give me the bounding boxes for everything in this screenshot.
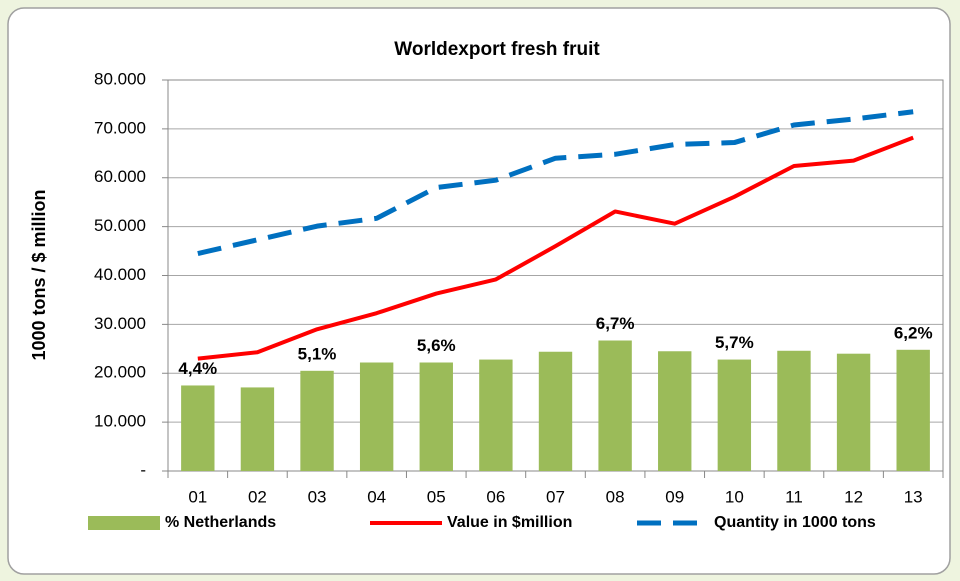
y-tick-label: 60.000 [94,167,146,186]
x-tick-label: 02 [248,487,267,506]
bar [836,353,871,471]
annotation: 4,4% [178,359,217,378]
bar [777,350,811,471]
legend-label: Value in $million [447,514,572,531]
annotation: 6,2% [894,323,933,342]
x-tick-label: 11 [785,487,803,506]
x-tick-label: 04 [367,487,386,506]
chart-title: Worldexport fresh fruit [394,39,600,60]
bar [359,362,394,471]
x-tick-label: 05 [427,487,446,506]
x-tick-label: 12 [844,487,863,506]
y-tick-label: 20.000 [94,363,146,382]
annotation: 5,6% [417,336,456,355]
bar [181,385,215,471]
annotation: 6,7% [596,314,635,333]
y-tick-label: - [140,460,146,479]
x-tick-label: 08 [606,487,625,506]
x-tick-label: 06 [486,487,505,506]
bar [479,359,513,471]
chart-panel [7,7,951,575]
bar [300,370,334,471]
bar [658,351,692,471]
bar [538,351,573,471]
x-tick-label: 13 [904,487,923,506]
x-tick-label: 09 [665,487,684,506]
bar [717,359,752,471]
annotation: 5,1% [298,344,337,363]
y-tick-label: 80.000 [94,69,146,88]
bar [419,362,453,471]
line-series [197,135,914,361]
y-tick-label: 10.000 [94,412,146,431]
annotation: 5,7% [715,333,754,352]
line-series [197,109,914,256]
x-tick-label: 01 [188,487,207,506]
x-tick-label: 10 [725,487,744,506]
x-tick-label: 03 [308,487,327,506]
bar [896,349,930,471]
legend-swatch [88,516,160,530]
y-tick-label: 70.000 [94,118,146,137]
bar [240,387,275,471]
x-tick-label: 07 [546,487,565,506]
legend-label: % Netherlands [165,514,276,531]
y-tick-label: 30.000 [94,314,146,333]
y-axis-label: 1000 tons / $ million [29,189,49,360]
y-tick-label: 40.000 [94,265,146,284]
bar [598,340,632,471]
legend-label: Quantity in 1000 tons [714,514,876,531]
y-tick-label: 50.000 [94,216,146,235]
